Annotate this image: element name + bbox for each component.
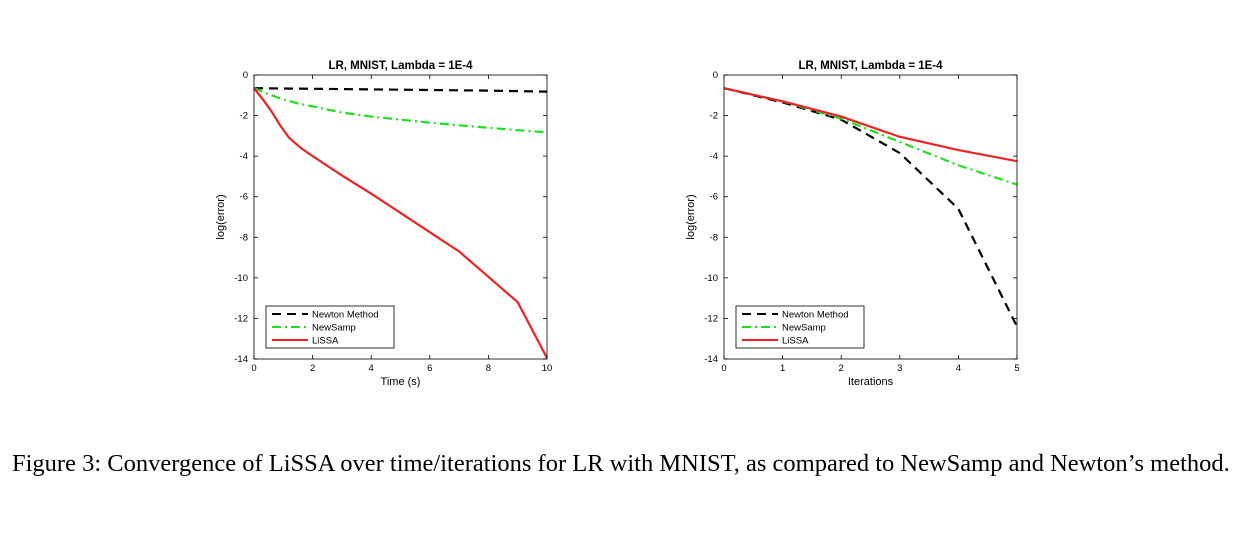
x-tick-label: 4 [956, 363, 961, 374]
y-tick-label: -10 [704, 273, 718, 284]
chart-time: LR, MNIST, Lambda = 1E-4 0 2 4 6 8 10 0 -2 -4 -6 -8… [215, 60, 553, 388]
legend-label: Newton Method [312, 310, 379, 321]
y-axis-label: log(error) [215, 194, 227, 239]
x-tick-label: 5 [1014, 363, 1019, 374]
legend-label: NewSamp [312, 323, 356, 334]
x-tick-label: 0 [721, 363, 726, 374]
y-tick-label: -12 [234, 313, 248, 324]
y-tick-label: -6 [240, 192, 248, 203]
y-tick-label: -8 [710, 232, 718, 243]
legend-label: NewSamp [782, 323, 826, 334]
x-tick-label: 2 [839, 363, 844, 374]
legend: Newton Method NewSamp LiSSA [735, 305, 865, 349]
plot-frame [253, 74, 548, 360]
legend: Newton Method NewSamp LiSSA [265, 305, 395, 349]
y-tick-label: -12 [704, 313, 718, 324]
x-axis-label: Iterations [848, 376, 894, 388]
plot-frame [723, 74, 1018, 360]
x-tick-label: 0 [251, 363, 256, 374]
x-tick-label: 2 [310, 363, 315, 374]
chart-title: LR, MNIST, Lambda = 1E-4 [798, 60, 943, 72]
figure-caption: Figure 3: Convergence of LiSSA over time… [12, 450, 1230, 477]
y-axis-label: log(error) [685, 194, 697, 239]
series-line-lissa [723, 87, 1018, 163]
y-tick-label: 0 [713, 70, 718, 81]
y-tick-label: -4 [240, 151, 248, 162]
x-tick-label: 3 [897, 363, 902, 374]
legend-label: LiSSA [312, 336, 339, 347]
chart-title: LR, MNIST, Lambda = 1E-4 [328, 60, 473, 72]
series-line-newsamp [253, 87, 548, 134]
y-tick-label: -8 [240, 232, 248, 243]
legend-label: LiSSA [782, 336, 809, 347]
chart-iterations: LR, MNIST, Lambda = 1E-4 0 1 2 3 4 5 0 -2 -4 -6 -8 -… [685, 60, 1020, 388]
series-line-newton-method [723, 87, 1018, 328]
x-tick-label: 1 [780, 363, 785, 374]
y-tick-label: -4 [710, 151, 718, 162]
y-tick-label: 0 [243, 70, 248, 81]
x-axis-label: Time (s) [381, 376, 421, 388]
y-tick-label: -14 [704, 354, 718, 365]
y-tick-label: -10 [234, 273, 248, 284]
y-tick-label: -6 [710, 192, 718, 203]
legend-label: Newton Method [782, 310, 849, 321]
y-tick-label: -2 [240, 111, 248, 122]
x-tick-label: 6 [427, 363, 432, 374]
x-tick-label: 10 [542, 363, 553, 374]
y-tick-label: -14 [234, 354, 248, 365]
series-line-lissa [253, 87, 548, 359]
y-tick-label: -2 [710, 111, 718, 122]
x-tick-label: 8 [486, 363, 491, 374]
series-line-newton-method [253, 87, 548, 93]
x-tick-label: 4 [369, 363, 374, 374]
series-line-newsamp [723, 87, 1018, 186]
